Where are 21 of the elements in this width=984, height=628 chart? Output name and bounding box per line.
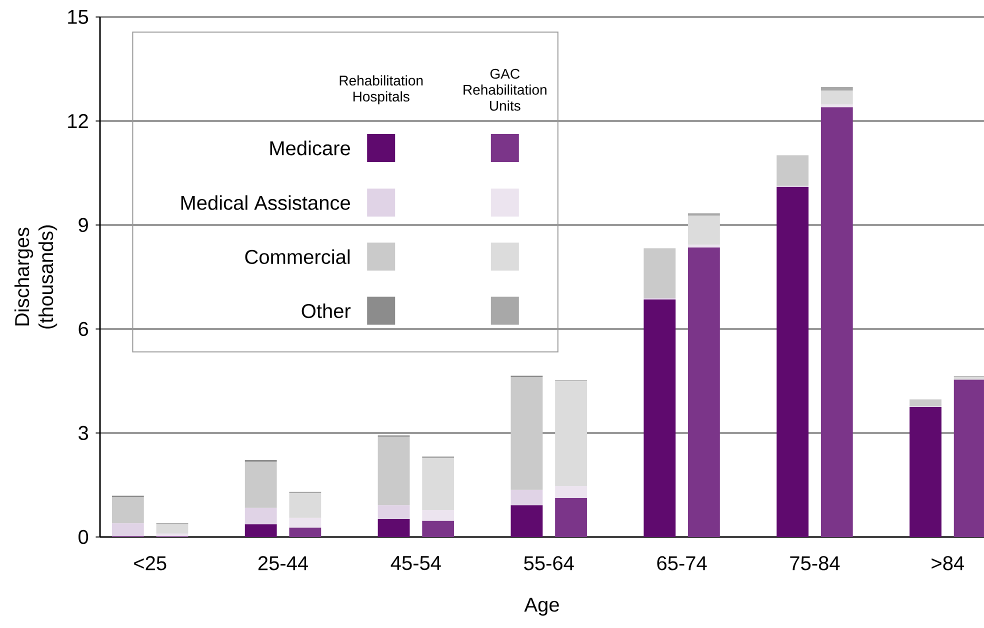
x-tick-label: 75-84 bbox=[790, 556, 840, 570]
y-tick-label: 15 bbox=[68, 10, 88, 24]
x-tick-label: 25-44 bbox=[258, 556, 308, 570]
x-tick-label: 65-74 bbox=[657, 556, 707, 570]
x-tick-label: 45-54 bbox=[390, 556, 441, 570]
annotation: Rehabilitation Hospitals bbox=[340, 75, 423, 104]
y-tick-label: 6 bbox=[78, 322, 88, 336]
y-tick-label: 9 bbox=[78, 218, 88, 232]
x-tick-label: >84 bbox=[932, 556, 964, 570]
y-tick-label: 3 bbox=[78, 426, 88, 440]
x-tick-label: 55-64 bbox=[524, 556, 574, 570]
y-tick-label: 12 bbox=[68, 114, 88, 128]
x-axis-title: Age bbox=[524, 598, 559, 616]
x-tick-label: <25 bbox=[134, 556, 166, 570]
annotation: GAC Rehabilitation Units bbox=[464, 68, 546, 111]
legend-label: Medical Assistance bbox=[181, 195, 350, 210]
legend-label: Medicare bbox=[270, 140, 350, 156]
y-tick-label: 0 bbox=[78, 530, 88, 544]
y-axis-title: Discharges (thousands) bbox=[14, 225, 58, 329]
legend-label: Commercial bbox=[245, 249, 350, 264]
legend-label: Other bbox=[302, 303, 351, 318]
